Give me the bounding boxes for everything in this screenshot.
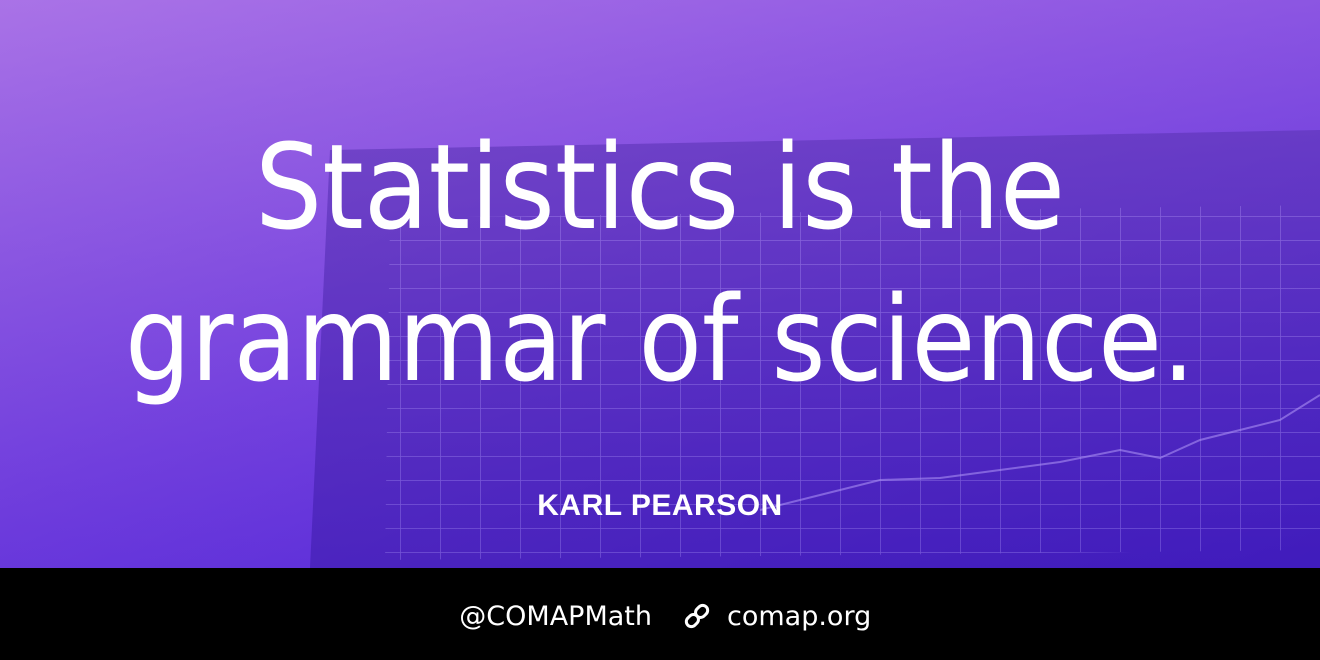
handle: @COMAPMath <box>459 601 652 632</box>
quote-line: grammar of science. <box>125 270 1195 408</box>
overlay <box>0 0 1320 568</box>
link-icon <box>684 603 710 629</box>
author: KARL PEARSON <box>537 489 782 522</box>
footer-bar <box>0 568 1320 660</box>
quote-line: Statistics is the <box>255 118 1065 256</box>
website: comap.org <box>727 601 871 632</box>
